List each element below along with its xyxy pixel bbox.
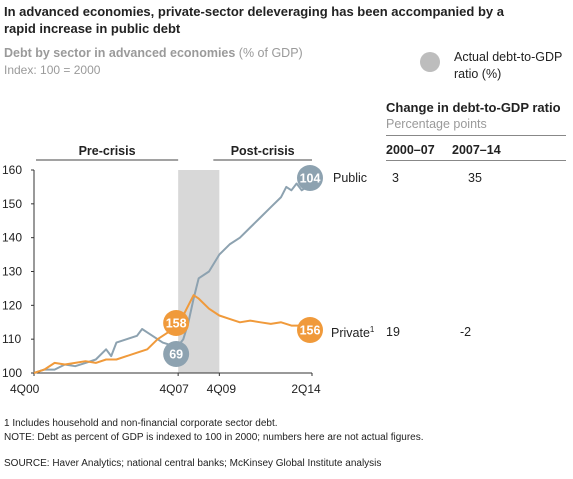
- series-label-private-text: Private: [331, 326, 370, 341]
- y-tick-label: 130: [2, 265, 22, 279]
- y-tick-label: 160: [2, 163, 22, 177]
- table-column-header: 2007–14: [452, 143, 501, 157]
- y-tick-label: 120: [2, 298, 22, 312]
- private-end-marker-label: 156: [300, 324, 321, 338]
- subtitle-main: Debt by sector in advanced economies: [4, 46, 236, 60]
- source-note: SOURCE: Haver Analytics; national centra…: [4, 458, 382, 469]
- page-title: In advanced economies, private-sector de…: [4, 4, 504, 36]
- private-start-marker: [163, 310, 190, 336]
- x-tick-label: 4Q09: [207, 382, 237, 396]
- table-title: Change in debt-to-GDP ratio: [386, 100, 561, 115]
- table-cell: -2: [460, 325, 472, 339]
- y-tick-label: 150: [2, 197, 22, 211]
- chart-subtitle: Debt by sector in advanced economies (% …: [4, 46, 303, 60]
- index-note: Index: 100 = 2000: [4, 63, 101, 77]
- x-tick-label: 2Q14: [291, 382, 321, 396]
- footnote-marker: 1: [369, 325, 375, 334]
- footnote-note: NOTE: Debt as percent of GDP is indexed …: [4, 432, 424, 443]
- public-end-marker: [297, 165, 323, 191]
- post-crisis-label: Post-crisis: [231, 144, 295, 158]
- y-tick-label: 140: [2, 231, 22, 245]
- subtitle-units: (% of GDP): [235, 46, 303, 60]
- public-end-marker-label: 104: [300, 172, 321, 186]
- table-divider: [386, 160, 566, 161]
- table-cell: 19: [386, 325, 400, 339]
- public-start-marker-label: 69: [169, 348, 183, 362]
- public-start-marker: [163, 341, 190, 367]
- table-cell: 35: [468, 171, 482, 185]
- y-tick-label: 100: [2, 366, 22, 380]
- crisis-shading: [178, 170, 220, 373]
- private-end-marker: [297, 317, 323, 343]
- table-cell: 3: [392, 171, 399, 185]
- legend-label: Actual debt-to-GDP ratio (%): [454, 50, 563, 81]
- legend-marker: [420, 52, 440, 72]
- private-start-marker-label: 158: [166, 317, 187, 331]
- x-tick-label: 4Q07: [159, 382, 189, 396]
- footnote: 1 Includes household and non-financial c…: [4, 418, 278, 429]
- series-label-private: Private1: [331, 325, 374, 340]
- x-tick-label: 4Q00: [10, 382, 40, 396]
- series-label-public: Public: [333, 171, 368, 185]
- table-divider: [386, 135, 566, 136]
- table-column-header: 2000–07: [386, 143, 435, 157]
- pre-crisis-label: Pre-crisis: [79, 144, 136, 158]
- table-units: Percentage points: [386, 117, 487, 131]
- y-tick-label: 110: [2, 332, 21, 346]
